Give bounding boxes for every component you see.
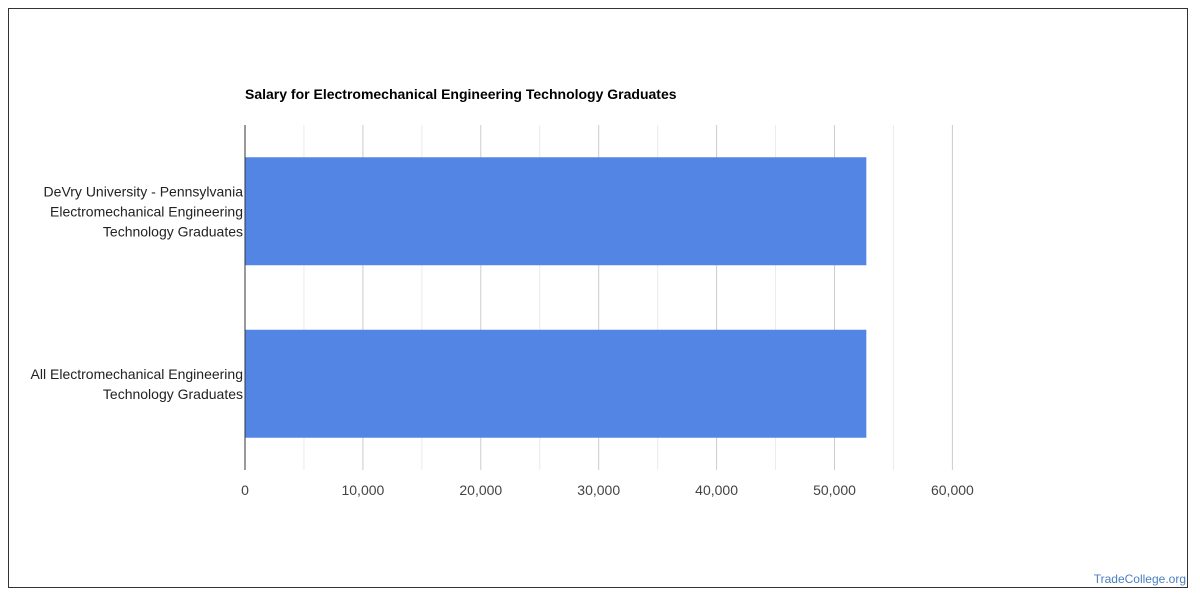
x-tick-label: 40,000 — [695, 482, 738, 498]
chart-frame — [8, 8, 1188, 588]
y-category-label: Electromechanical Engineering — [50, 203, 243, 219]
tradecollege-credit-link[interactable]: TradeCollege.org — [1093, 572, 1186, 586]
y-category-label: Technology Graduates — [103, 223, 243, 239]
chart-title: Salary for Electromechanical Engineering… — [245, 86, 677, 102]
x-tick-label: 0 — [241, 482, 249, 498]
x-tick-label: 50,000 — [813, 482, 856, 498]
x-tick-label: 10,000 — [341, 482, 384, 498]
x-tick-label: 60,000 — [931, 482, 974, 498]
x-tick-label: 20,000 — [459, 482, 502, 498]
bar — [245, 157, 867, 266]
bar — [245, 329, 867, 438]
y-category-label: All Electromechanical Engineering — [31, 366, 243, 382]
y-category-label: Technology Graduates — [103, 386, 243, 402]
x-tick-label: 30,000 — [577, 482, 620, 498]
y-category-label: DeVry University - Pennsylvania — [44, 183, 244, 199]
